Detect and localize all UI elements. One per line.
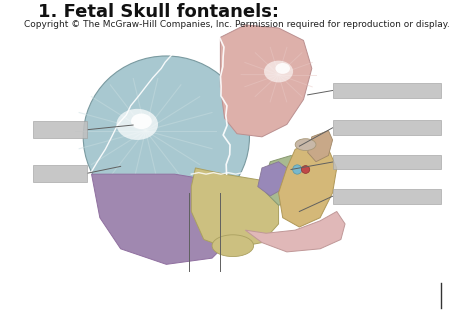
Polygon shape — [246, 211, 345, 252]
Ellipse shape — [275, 63, 290, 74]
Ellipse shape — [83, 56, 249, 218]
Polygon shape — [220, 25, 312, 137]
Ellipse shape — [212, 235, 254, 257]
Text: 1. Fetal Skull fontanels:: 1. Fetal Skull fontanels: — [37, 3, 279, 21]
Ellipse shape — [131, 114, 152, 129]
Text: Copyright © The McGraw-Hill Companies, Inc. Permission required for reproduction: Copyright © The McGraw-Hill Companies, I… — [24, 20, 450, 29]
Ellipse shape — [292, 165, 302, 174]
Polygon shape — [266, 156, 308, 205]
Ellipse shape — [301, 165, 310, 174]
FancyBboxPatch shape — [333, 189, 441, 204]
Polygon shape — [279, 143, 337, 227]
Ellipse shape — [117, 109, 158, 140]
FancyBboxPatch shape — [33, 121, 87, 138]
Polygon shape — [308, 131, 333, 162]
Polygon shape — [258, 162, 287, 196]
FancyBboxPatch shape — [333, 83, 441, 98]
Polygon shape — [91, 174, 237, 264]
Ellipse shape — [264, 61, 293, 82]
Polygon shape — [191, 168, 279, 249]
FancyBboxPatch shape — [33, 165, 87, 182]
FancyBboxPatch shape — [333, 155, 441, 169]
Ellipse shape — [295, 139, 316, 151]
FancyBboxPatch shape — [333, 120, 441, 135]
